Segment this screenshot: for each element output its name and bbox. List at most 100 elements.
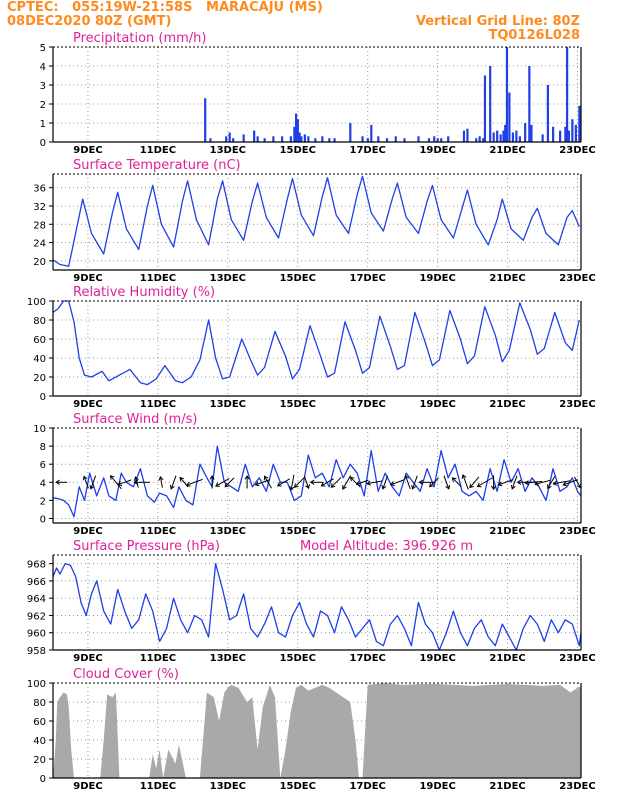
x-tick-label: 9DEC — [73, 145, 102, 156]
y-tick-label: 0 — [40, 392, 46, 403]
x-tick-label: 17DEC — [350, 145, 386, 156]
wind-arrow-head — [389, 481, 395, 486]
precip-bar — [447, 136, 450, 142]
wind-arrow — [215, 477, 230, 487]
date-line: 08DEC2020 80Z (GMT) — [7, 14, 172, 29]
wind-arrow-head — [381, 484, 387, 490]
wind-arrow — [255, 479, 271, 486]
precip-bar — [502, 130, 505, 142]
precip-bar — [559, 130, 562, 142]
wind-arrow-head — [133, 476, 139, 481]
panel-title: Precipitation (mm/h) — [73, 31, 206, 46]
wind-arrow-head — [524, 480, 530, 486]
y-tick-label: 32 — [33, 202, 46, 213]
x-tick-label: 23DEC — [559, 273, 595, 284]
wind-arrow-head — [411, 484, 417, 490]
precip-bar — [232, 138, 235, 142]
x-tick-label: 13DEC — [210, 653, 246, 664]
model-altitude-label: Model Altitude: 396.926 m — [300, 539, 473, 554]
wind-arrow — [382, 475, 389, 490]
x-tick-label: 17DEC — [350, 526, 386, 537]
precip-bar — [361, 136, 364, 142]
wind-arrow-head — [82, 475, 88, 481]
precip-bar — [281, 136, 284, 142]
precip-bar — [546, 85, 549, 142]
series-line — [52, 445, 582, 518]
wind-arrow — [462, 474, 469, 490]
x-tick-label: 21DEC — [489, 781, 525, 792]
x-tick-label: 13DEC — [210, 273, 246, 284]
precip-bar — [333, 138, 336, 142]
y-tick-label: 24 — [33, 239, 46, 250]
wind-arrow-head — [55, 479, 60, 485]
x-tick-label: 23DEC — [559, 145, 595, 156]
wind-arrow-head — [305, 484, 310, 490]
wind-arrow-head — [169, 484, 175, 490]
wind-arrow-head — [215, 482, 220, 487]
precip-bar — [528, 66, 531, 142]
y-tick-label: 80 — [33, 698, 46, 709]
y-tick-label: 40 — [33, 354, 46, 365]
wind-arrow-head — [552, 480, 558, 486]
station-line: CPTEC: 055:19W-21:58S MARACAJU (MS) — [7, 0, 323, 15]
x-tick-label: 23DEC — [559, 526, 595, 537]
panel-title: Surface Wind (m/s) — [73, 412, 197, 427]
precip-bar — [478, 136, 481, 142]
wind-arrow-head — [366, 480, 371, 486]
wind-arrow-head — [342, 484, 347, 490]
x-tick-label: 11DEC — [140, 399, 176, 410]
wind-arrow — [534, 479, 551, 485]
wind-arrow — [412, 475, 418, 490]
wind-arrow — [477, 477, 493, 487]
x-tick-label: 11DEC — [140, 145, 176, 156]
x-tick-label: 11DEC — [140, 781, 176, 792]
wind-arrow-head — [469, 483, 474, 489]
wind-arrow — [563, 479, 578, 486]
wind-arrow — [511, 475, 518, 490]
y-tick-label: 4 — [40, 478, 46, 489]
x-tick-label: 15DEC — [280, 526, 316, 537]
precip-bar — [489, 66, 492, 142]
y-tick-label: 40 — [33, 736, 46, 747]
x-tick-label: 21DEC — [489, 273, 525, 284]
wind-arrow-head — [349, 476, 355, 482]
precip-bar — [225, 136, 228, 142]
y-tick-label: 20 — [33, 755, 46, 766]
wind-arrow-head — [263, 475, 269, 481]
wind-arrow-head — [562, 481, 568, 487]
precip-bar — [417, 136, 420, 142]
y-tick-label: 20 — [33, 257, 46, 268]
wind-arrow-head — [89, 484, 95, 490]
precip-bar — [256, 136, 259, 142]
precip-bar — [571, 119, 574, 142]
wind-arrow — [367, 480, 383, 485]
x-tick-label: 17DEC — [350, 399, 386, 410]
y-tick-label: 5 — [40, 43, 46, 54]
cloud-cover-area — [53, 683, 581, 778]
y-tick-label: 960 — [27, 629, 46, 640]
y-tick-label: 0 — [40, 514, 46, 525]
precip-bar — [403, 138, 406, 142]
wind-arrow — [170, 475, 177, 490]
precip-bar — [466, 128, 469, 142]
precip-bar — [263, 138, 266, 142]
x-tick-label: 19DEC — [419, 526, 455, 537]
panel-title: Cloud Cover (%) — [73, 667, 179, 682]
wind-arrow — [342, 475, 352, 490]
wind-arrow-head — [404, 474, 409, 480]
wind-arrow-head — [293, 483, 299, 488]
precip-bar — [566, 47, 569, 142]
y-tick-label: 0 — [40, 774, 46, 785]
x-tick-label: 13DEC — [210, 526, 246, 537]
x-tick-label: 15DEC — [280, 399, 316, 410]
wind-arrow — [547, 475, 556, 489]
precip-bar — [515, 130, 518, 142]
wind-arrow-head — [516, 479, 522, 485]
precip-bar — [394, 136, 397, 142]
precip-bar — [518, 136, 522, 142]
precip-bar — [511, 132, 515, 142]
wind-arrow-head — [289, 486, 295, 491]
wind-arrow — [110, 475, 122, 490]
precip-bar — [296, 119, 299, 142]
